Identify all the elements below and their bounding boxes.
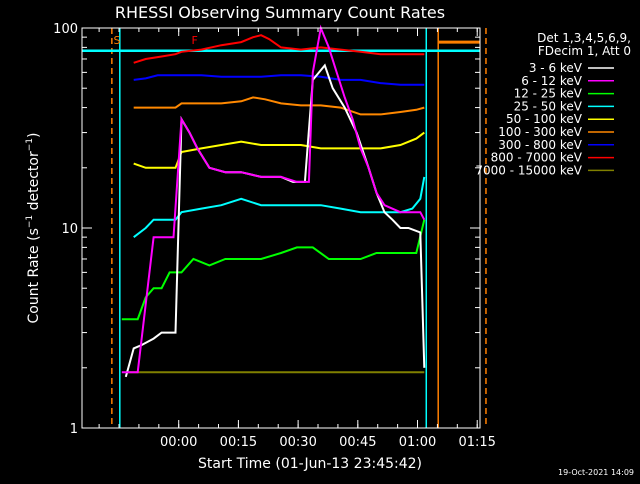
legend-label: 7000 - 15000 keV: [475, 163, 582, 177]
y-tick-label: 1: [70, 422, 78, 437]
y-axis-label-mid: detector: [26, 151, 42, 215]
legend-header-line-2: FDecim 1, Att 0: [538, 44, 631, 58]
legend-label: 25 - 50 keV: [514, 99, 583, 113]
footer-timestamp: 19-Oct-2021 14:09: [558, 468, 634, 477]
legend-label: 6 - 12 keV: [521, 74, 583, 88]
legend-label: 50 - 100 keV: [506, 112, 583, 126]
series-line-12-25-kev: [121, 219, 426, 321]
legend-label: 3 - 6 keV: [529, 61, 583, 75]
legend-header-line-1: Det 1,3,4,5,6,9,: [537, 31, 631, 45]
chart-title: RHESSI Observing Summary Count Rates: [115, 3, 445, 22]
marker-label-s: S: [114, 34, 121, 47]
y-axis-label-sup2: −1: [25, 138, 35, 151]
legend: Det 1,3,4,5,6,9, FDecim 1, Att 0 3 - 6 k…: [475, 31, 631, 177]
series-line-300-800-kev: [133, 74, 425, 86]
y-axis-label-main: Count Rate (s: [26, 228, 42, 323]
series-line-100-300-kev: [133, 96, 425, 116]
legend-label: 300 - 800 keV: [498, 138, 582, 152]
series-line-6-12-kev: [121, 24, 426, 374]
y-axis-label-text: Count Rate (s−1 detector−1): [25, 133, 42, 324]
y-axis-label: Count Rate (s−1 detector−1): [25, 133, 42, 324]
series-line-800-7000-kev: [133, 34, 425, 64]
y-axis-label-end: ): [26, 133, 42, 138]
y-axis-label-sup1: −1: [25, 215, 35, 228]
x-axis-label: Start Time (01-Jun-13 23:45:42): [198, 456, 422, 472]
y-tick-label: 100: [53, 22, 78, 37]
legend-label: 800 - 7000 keV: [491, 151, 583, 165]
plot-series: [121, 24, 426, 378]
x-tick-label: 00:45: [339, 435, 376, 450]
x-tick-label: 01:00: [399, 435, 436, 450]
x-tick-label: 00:00: [160, 435, 197, 450]
x-tick-label: 00:30: [279, 435, 316, 450]
x-tick-label: 00:15: [220, 435, 257, 450]
series-line-50-100-kev: [133, 131, 425, 169]
y-tick-label: 10: [61, 222, 78, 237]
marker-label-f: F: [191, 34, 197, 47]
legend-label: 12 - 25 keV: [514, 87, 583, 101]
legend-label: 100 - 300 keV: [498, 125, 582, 139]
series-line-25-50-kev: [133, 176, 426, 238]
x-tick-label: 01:15: [458, 435, 495, 450]
axis-ticks: 00:00 00:15 00:30 00:45 01:00 01:15 1 10 100: [53, 22, 496, 450]
